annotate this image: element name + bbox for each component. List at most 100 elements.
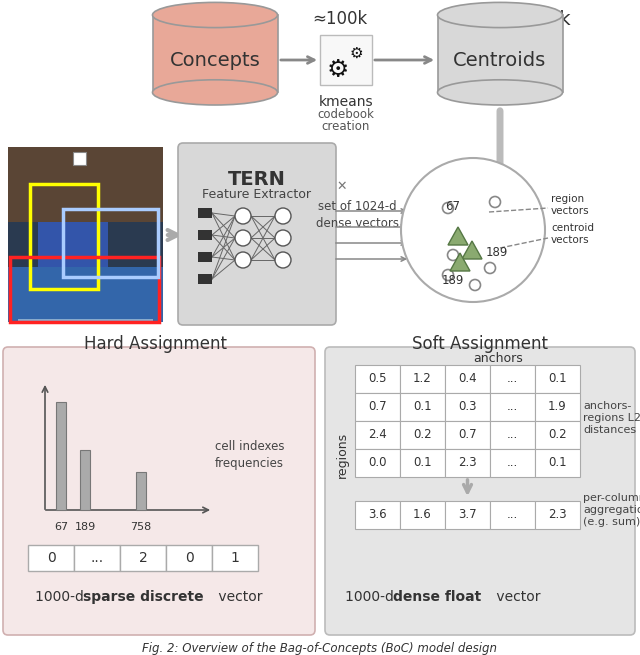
- Polygon shape: [450, 253, 470, 271]
- Text: 0.5: 0.5: [368, 373, 387, 386]
- Bar: [18, 319, 153, 322]
- Bar: [80, 450, 90, 510]
- Bar: [400, 501, 445, 529]
- Text: 0.1: 0.1: [548, 373, 567, 386]
- Text: ...: ...: [507, 400, 518, 413]
- Bar: [445, 393, 490, 421]
- Bar: [166, 545, 212, 571]
- FancyBboxPatch shape: [178, 143, 336, 325]
- Bar: [152, 15, 278, 92]
- Text: 1.2: 1.2: [413, 373, 432, 386]
- Text: ⚙: ⚙: [327, 58, 349, 82]
- Bar: [38, 222, 108, 277]
- Text: 0.3: 0.3: [458, 400, 477, 413]
- Bar: [445, 501, 490, 529]
- Text: 1000-d: 1000-d: [345, 590, 398, 604]
- Bar: [490, 393, 535, 421]
- Circle shape: [275, 208, 291, 224]
- Text: dense float: dense float: [393, 590, 481, 604]
- Bar: [28, 545, 74, 571]
- Circle shape: [447, 250, 458, 261]
- Text: 67: 67: [445, 200, 461, 214]
- Bar: [198, 252, 212, 262]
- Bar: [355, 421, 400, 449]
- Text: centroid
vectors: centroid vectors: [551, 223, 594, 245]
- FancyBboxPatch shape: [3, 347, 315, 635]
- Text: TERN: TERN: [228, 170, 286, 189]
- Circle shape: [442, 202, 454, 214]
- Text: 2: 2: [139, 551, 147, 565]
- Text: 2.3: 2.3: [458, 457, 477, 470]
- Bar: [73, 152, 86, 165]
- Text: Feature Extractor: Feature Extractor: [202, 188, 312, 201]
- Bar: [490, 421, 535, 449]
- Text: Concepts: Concepts: [170, 50, 260, 69]
- Bar: [120, 545, 166, 571]
- Text: ...: ...: [90, 551, 104, 565]
- Text: 0.1: 0.1: [413, 457, 432, 470]
- Text: per-column
aggregation
(e.g. sum): per-column aggregation (e.g. sum): [583, 493, 640, 527]
- Circle shape: [235, 252, 251, 268]
- Bar: [74, 545, 120, 571]
- Bar: [400, 365, 445, 393]
- Text: codebook: codebook: [317, 108, 374, 121]
- FancyBboxPatch shape: [325, 347, 635, 635]
- Text: 0.4: 0.4: [458, 373, 477, 386]
- Text: 2.4: 2.4: [368, 428, 387, 441]
- Text: 1.9: 1.9: [548, 400, 567, 413]
- Circle shape: [235, 230, 251, 246]
- Bar: [355, 365, 400, 393]
- Bar: [320, 35, 372, 85]
- Circle shape: [442, 269, 454, 280]
- Bar: [490, 365, 535, 393]
- Text: ✕: ✕: [336, 179, 346, 193]
- Text: 0.7: 0.7: [458, 428, 477, 441]
- Text: 1k: 1k: [548, 10, 572, 29]
- Text: Fig. 2: Overview of the Bag-of-Concepts (BoC) model design: Fig. 2: Overview of the Bag-of-Concepts …: [143, 642, 497, 655]
- Bar: [445, 421, 490, 449]
- Text: ...: ...: [507, 457, 518, 470]
- Text: 3.7: 3.7: [458, 508, 477, 521]
- Bar: [535, 365, 580, 393]
- Bar: [8, 147, 163, 322]
- Bar: [535, 393, 580, 421]
- Text: 758: 758: [131, 522, 152, 532]
- Text: 67: 67: [54, 522, 68, 532]
- Ellipse shape: [438, 3, 563, 28]
- Bar: [490, 449, 535, 477]
- Bar: [8, 267, 163, 322]
- Bar: [56, 402, 66, 510]
- Circle shape: [275, 252, 291, 268]
- Text: vector: vector: [492, 590, 541, 604]
- Bar: [212, 545, 258, 571]
- Bar: [355, 393, 400, 421]
- Bar: [535, 501, 580, 529]
- Circle shape: [484, 263, 495, 274]
- Polygon shape: [448, 227, 468, 245]
- Text: 1: 1: [230, 551, 239, 565]
- Text: 0: 0: [184, 551, 193, 565]
- Ellipse shape: [152, 80, 278, 105]
- Text: ...: ...: [507, 428, 518, 441]
- Text: kmeans: kmeans: [319, 95, 373, 109]
- Circle shape: [470, 280, 481, 291]
- Bar: [438, 15, 563, 92]
- Text: 0.1: 0.1: [548, 457, 567, 470]
- Text: set of 1024-d
dense vectors: set of 1024-d dense vectors: [316, 200, 399, 230]
- Bar: [8, 147, 163, 222]
- Bar: [198, 274, 212, 284]
- Bar: [63, 209, 158, 277]
- Bar: [490, 501, 535, 529]
- Circle shape: [401, 158, 545, 302]
- Text: ...: ...: [507, 508, 518, 521]
- Bar: [400, 393, 445, 421]
- Bar: [198, 208, 212, 218]
- Bar: [400, 449, 445, 477]
- Text: ⚙: ⚙: [349, 45, 363, 60]
- Bar: [445, 365, 490, 393]
- Text: Soft Assignment: Soft Assignment: [412, 335, 548, 353]
- Text: anchors-
regions L2
distances: anchors- regions L2 distances: [583, 401, 640, 436]
- Text: 0: 0: [47, 551, 56, 565]
- Circle shape: [490, 196, 500, 208]
- Text: 0.1: 0.1: [413, 400, 432, 413]
